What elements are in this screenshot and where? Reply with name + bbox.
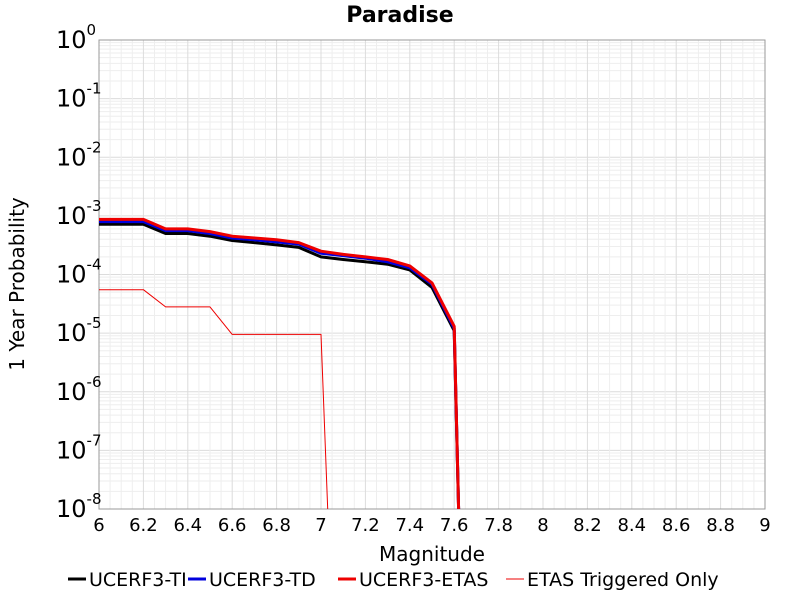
legend: UCERF3-TI UCERF3-TD UCERF3-ETAS ETAS Trigge… xyxy=(68,569,719,591)
x-tick-label: 7 xyxy=(315,515,326,536)
x-tick-label: 8.6 xyxy=(662,515,691,536)
x-tick-label: 7.6 xyxy=(440,515,469,536)
x-tick-label: 7.2 xyxy=(351,515,380,536)
y-tick-label: 10-5 xyxy=(56,314,102,347)
series-layer xyxy=(99,217,461,510)
legend-entry: UCERF3-TD xyxy=(209,569,316,591)
x-axis-label: Magnitude xyxy=(379,542,485,566)
x-tick-label: 7.8 xyxy=(484,515,513,536)
x-tick-label: 6 xyxy=(93,515,104,536)
x-tick-label: 6.6 xyxy=(218,515,247,536)
y-tick-label: 10-4 xyxy=(56,256,102,289)
chart-title: Paradise xyxy=(346,3,453,28)
series-line xyxy=(99,289,329,510)
x-tick-label: 8.2 xyxy=(573,515,602,536)
y-tick-label: 10-8 xyxy=(56,490,102,523)
legend-entry: UCERF3-TI xyxy=(89,569,187,591)
plot-area xyxy=(98,39,766,510)
y-tick-label: 10-6 xyxy=(56,373,102,406)
y-axis-ticks: 100 10-1 10-2 10-3 10-4 10-5 10-6 10-7 10-8 xyxy=(56,21,102,523)
x-tick-label: 7.4 xyxy=(395,515,424,536)
x-tick-label: 6.2 xyxy=(129,515,158,536)
y-tick-label: 100 xyxy=(56,21,96,54)
x-tick-label: 8.4 xyxy=(617,515,646,536)
y-tick-label: 10-3 xyxy=(56,197,102,230)
series-line xyxy=(99,217,461,510)
x-tick-label: 6.4 xyxy=(173,515,202,536)
y-tick-label: 10-7 xyxy=(56,431,102,464)
y-axis-label: 1 Year Probability xyxy=(5,197,29,371)
y-tick-label: 10-2 xyxy=(56,138,102,171)
x-axis-ticks: 6 6.2 6.4 6.6 6.8 7 7.2 7.4 7.6 7.8 8 8.2 8.4 8.6 8.8 9 xyxy=(93,515,770,536)
y-tick-label: 10-1 xyxy=(56,80,102,113)
x-tick-label: 6.8 xyxy=(262,515,291,536)
x-tick-label: 8.8 xyxy=(706,515,735,536)
series-line xyxy=(99,222,461,510)
grid-lines xyxy=(98,40,766,510)
legend-entry: ETAS Triggered Only xyxy=(527,569,719,591)
x-tick-label: 8 xyxy=(537,515,548,536)
x-tick-label: 9 xyxy=(759,515,770,536)
legend-entry: UCERF3-ETAS xyxy=(359,569,488,591)
